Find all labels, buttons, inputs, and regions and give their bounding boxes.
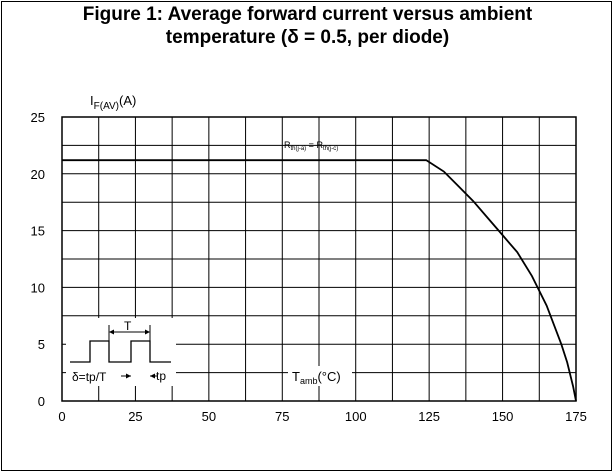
figure-title: Figure 1: Average forward current versus… — [0, 3, 615, 49]
rth-eq: = — [306, 140, 316, 150]
pulse-waveform-inset: T tp δ=tp/T — [66, 318, 176, 386]
rth-a: R — [284, 140, 291, 150]
y-tick-label: 15 — [31, 224, 45, 239]
rth-b-sub: th(j-c) — [323, 146, 338, 152]
x-tick-label: 100 — [345, 409, 367, 424]
x-axis-label-main: T — [292, 369, 300, 384]
x-axis-label-unit: (°C) — [317, 369, 340, 384]
x-tick-label: 50 — [202, 409, 216, 424]
width-label: tp — [156, 369, 166, 383]
grid — [62, 117, 576, 401]
x-tick-label: 0 — [58, 409, 65, 424]
x-axis-label-sub: amb — [300, 376, 318, 386]
rth-annotation: Rth(j-a) = Rth(j-c) — [284, 140, 338, 152]
title-line-2: temperature (δ = 0.5, per diode) — [165, 27, 450, 48]
y-axis-label-sub: F(AV) — [94, 101, 119, 112]
tick-labels: 0 25 50 75 100 125 150 175 0 5 10 15 20 25 — [31, 110, 587, 424]
period-arrow-head-right — [145, 329, 150, 335]
rth-a-sub: th(j-a) — [291, 146, 307, 152]
inset-bg — [66, 318, 176, 386]
rth-b: R — [316, 140, 323, 150]
x-tick-label: 25 — [128, 409, 142, 424]
width-arrow-head-left — [126, 373, 131, 379]
y-tick-label: 25 — [31, 110, 45, 125]
x-axis-label: Tamb(°C) — [292, 369, 341, 386]
x-tick-label: 75 — [275, 409, 289, 424]
x-tick-label: 150 — [492, 409, 514, 424]
period-arrow-head-left — [109, 329, 114, 335]
y-tick-label: 5 — [38, 337, 45, 352]
y-axis-label-unit: (A) — [119, 93, 136, 108]
x-tick-label: 125 — [418, 409, 440, 424]
y-tick-label: 10 — [31, 280, 45, 295]
period-label: T — [124, 319, 132, 333]
x-axis-label-bg — [288, 366, 352, 386]
y-axis-label: IF(AV)(A) — [90, 93, 136, 112]
y-axis-label-main: I — [90, 93, 94, 108]
title-line-1: Figure 1: Average forward current versus… — [82, 4, 533, 25]
plot-border — [61, 116, 577, 402]
y-tick-label: 0 — [38, 394, 45, 409]
derating-curve — [62, 159, 577, 402]
y-tick-label: 20 — [31, 167, 45, 182]
width-arrow-head-right — [150, 373, 155, 379]
x-tick-label: 175 — [565, 409, 587, 424]
delta-formula: δ=tp/T — [72, 370, 107, 384]
pulse-waveform — [70, 340, 171, 363]
